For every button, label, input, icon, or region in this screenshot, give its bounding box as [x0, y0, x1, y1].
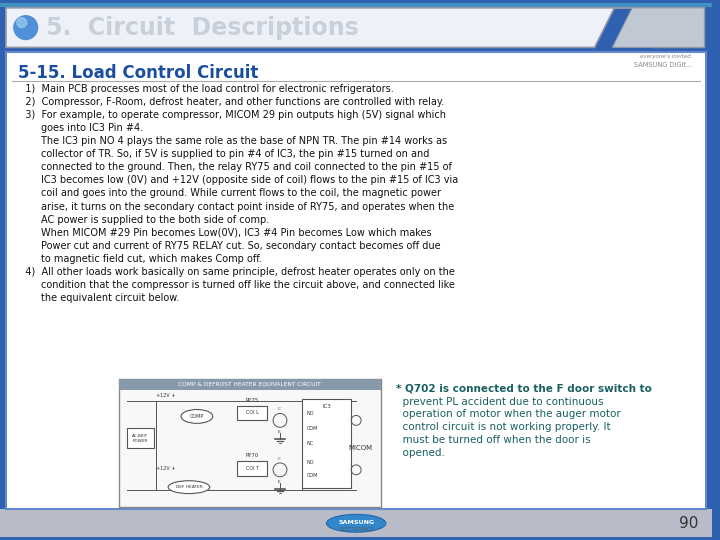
Polygon shape — [613, 8, 704, 48]
Text: AC power is supplied to the both side of comp.: AC power is supplied to the both side of… — [16, 214, 269, 225]
Text: +12V +: +12V + — [156, 393, 176, 397]
Text: the equivalent circuit below.: the equivalent circuit below. — [16, 293, 179, 303]
Text: NC: NC — [307, 441, 314, 446]
Text: E: E — [278, 480, 280, 484]
Text: COMP: COMP — [190, 414, 204, 419]
Ellipse shape — [181, 409, 212, 423]
Text: connected to the ground. Then, the relay RY75 and coil connected to the pin #15 : connected to the ground. Then, the relay… — [16, 163, 451, 172]
Text: Power cut and current of RY75 RELAY cut. So, secondary contact becomes off due: Power cut and current of RY75 RELAY cut.… — [16, 241, 441, 251]
Text: IC3: IC3 — [322, 403, 331, 409]
Text: 4)  All other loads work basically on same principle, defrost heater operates on: 4) All other loads work basically on sam… — [16, 267, 455, 277]
Text: 5-15. Load Control Circuit: 5-15. Load Control Circuit — [18, 64, 258, 82]
Text: AC-BKIT: AC-BKIT — [132, 434, 148, 438]
Text: RY70: RY70 — [246, 453, 259, 458]
FancyBboxPatch shape — [0, 3, 712, 7]
Text: NO: NO — [307, 461, 314, 465]
Text: to magnetic field cut, which makes Comp off.: to magnetic field cut, which makes Comp … — [16, 254, 261, 264]
Text: COI L: COI L — [246, 410, 258, 415]
FancyBboxPatch shape — [6, 52, 706, 509]
Text: coil and goes into the ground. While current flows to the coil, the magnetic pow: coil and goes into the ground. While cur… — [16, 188, 441, 199]
Text: 5.  Circuit  Descriptions: 5. Circuit Descriptions — [45, 16, 359, 39]
Text: condition that the compressor is turned off like the circuit above, and connecte: condition that the compressor is turned … — [16, 280, 455, 290]
Text: DEF HEATER: DEF HEATER — [176, 485, 202, 489]
Text: goes into IC3 Pin #4.: goes into IC3 Pin #4. — [16, 123, 143, 133]
FancyBboxPatch shape — [119, 379, 381, 508]
Text: SAMSUNG DIGIt...: SAMSUNG DIGIt... — [634, 62, 693, 68]
FancyBboxPatch shape — [127, 428, 154, 448]
Polygon shape — [6, 8, 704, 48]
Text: 3)  For example, to operate compressor, MICOM 29 pin outputs high (5V) signal wh: 3) For example, to operate compressor, M… — [16, 110, 446, 120]
Text: RY75: RY75 — [246, 397, 259, 403]
FancyBboxPatch shape — [0, 509, 712, 537]
Text: opened.: opened. — [396, 448, 445, 458]
Text: collector of TR. So, if 5V is supplied to pin #4 of IC3, the pin #15 turned on a: collector of TR. So, if 5V is supplied t… — [16, 149, 429, 159]
Text: When MICOM #29 Pin becomes Low(0V), IC3 #4 Pin becomes Low which makes: When MICOM #29 Pin becomes Low(0V), IC3 … — [16, 228, 431, 238]
Text: control circuit is not working properly. It: control circuit is not working properly.… — [396, 422, 611, 433]
Text: 1)  Main PCB processes most of the load control for electronic refrigerators.: 1) Main PCB processes most of the load c… — [16, 84, 394, 94]
Text: 2)  Compressor, F-Room, defrost heater, and other functions are controlled with : 2) Compressor, F-Room, defrost heater, a… — [16, 97, 444, 107]
Text: COM: COM — [307, 473, 318, 478]
Ellipse shape — [168, 481, 210, 494]
Text: COI T: COI T — [246, 466, 259, 471]
FancyBboxPatch shape — [238, 461, 267, 476]
FancyBboxPatch shape — [0, 3, 712, 52]
Text: IC3 becomes low (0V) and +12V (opposite side of coil) flows to the pin #15 of IC: IC3 becomes low (0V) and +12V (opposite … — [16, 176, 458, 185]
Text: C: C — [277, 408, 280, 411]
FancyBboxPatch shape — [302, 399, 351, 488]
Text: +12V +: +12V + — [156, 466, 176, 471]
Circle shape — [17, 18, 27, 28]
Text: SAMSUNG: SAMSUNG — [338, 520, 374, 525]
FancyBboxPatch shape — [238, 406, 267, 420]
FancyBboxPatch shape — [119, 379, 381, 390]
Text: 90: 90 — [679, 516, 698, 531]
Text: COMP & DEFROST HEATER EQUIVALENT CIRCUIT: COMP & DEFROST HEATER EQUIVALENT CIRCUIT — [179, 382, 321, 387]
Text: NO: NO — [307, 411, 314, 416]
Text: everyone's invited.: everyone's invited. — [640, 55, 693, 59]
Text: must be turned off when the door is: must be turned off when the door is — [396, 435, 590, 445]
Text: MICOM: MICOM — [349, 445, 373, 451]
Text: COM: COM — [307, 426, 318, 431]
Text: prevent PL accident due to continuous: prevent PL accident due to continuous — [396, 397, 603, 407]
Text: arise, it turns on the secondary contact point inside of RY75, and operates when: arise, it turns on the secondary contact… — [16, 201, 454, 212]
Text: operation of motor when the auger motor: operation of motor when the auger motor — [396, 409, 621, 420]
Text: C: C — [277, 457, 280, 461]
Text: POWER: POWER — [132, 439, 148, 443]
Text: E: E — [278, 430, 280, 434]
Text: * Q702 is connected to the F door switch to: * Q702 is connected to the F door switch… — [396, 384, 652, 394]
Ellipse shape — [326, 515, 386, 532]
Circle shape — [14, 16, 37, 39]
Text: ELECTRONICS: ELECTRONICS — [339, 526, 373, 532]
Text: The IC3 pin NO 4 plays the same role as the base of NPN TR. The pin #14 works as: The IC3 pin NO 4 plays the same role as … — [16, 136, 447, 146]
